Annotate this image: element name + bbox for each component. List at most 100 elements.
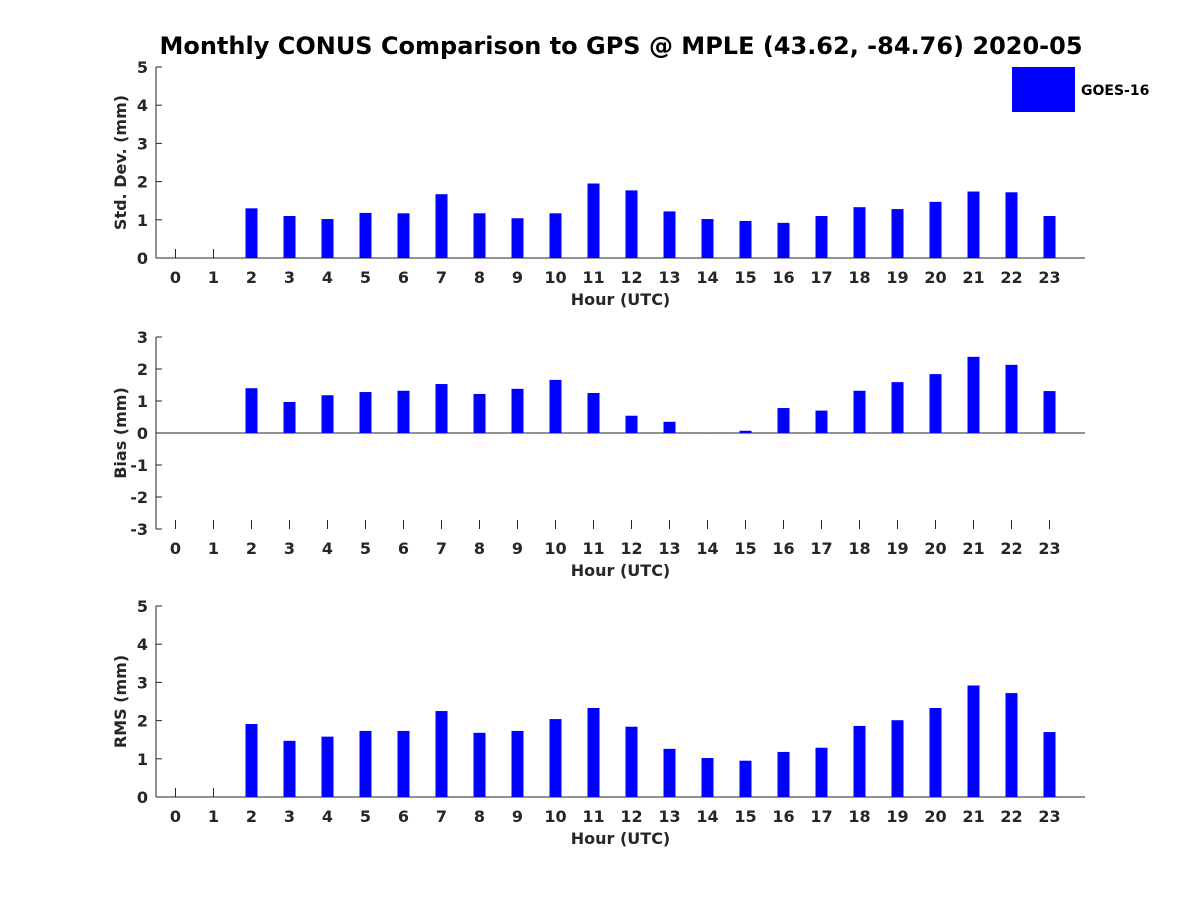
bias-bar-hour-10 <box>549 379 562 433</box>
rms-x-tick-label: 23 <box>1038 807 1060 826</box>
bias-x-tick-label: 12 <box>620 539 642 558</box>
std-dev-x-tick-label: 8 <box>474 268 485 287</box>
std-dev-bar-hour-7 <box>435 194 448 258</box>
std-dev-bar-hour-10 <box>549 213 562 258</box>
legend-swatch-goes-16 <box>1012 67 1075 112</box>
bias-x-tick-label: 4 <box>322 539 333 558</box>
std-dev-x-tick-label: 14 <box>696 268 718 287</box>
std-dev-x-tick-label: 3 <box>284 268 295 287</box>
std-dev-x-tick-label: 9 <box>512 268 523 287</box>
std-dev-y-tick-label: 5 <box>137 58 148 77</box>
rms-x-tick-label: 6 <box>398 807 409 826</box>
bias-bar-hour-8 <box>473 393 486 433</box>
rms-x-tick-label: 9 <box>512 807 523 826</box>
rms-y-tick-label: 2 <box>137 712 148 731</box>
std-dev-bar-hour-3 <box>283 215 296 258</box>
rms-x-tick-label: 5 <box>360 807 371 826</box>
rms-x-tick-label: 3 <box>284 807 295 826</box>
std-dev-bar-hour-4 <box>321 219 334 258</box>
bias-x-tick-label: 20 <box>924 539 946 558</box>
bias-y-tick-label: 1 <box>137 392 148 411</box>
rms-x-tick-label: 7 <box>436 807 447 826</box>
std-dev-bar-hour-17 <box>815 215 828 258</box>
rms-bar-hour-6 <box>397 730 410 797</box>
bias-x-tick-label: 23 <box>1038 539 1060 558</box>
bias-bar-hour-11 <box>587 393 600 433</box>
std-dev-bar-hour-9 <box>511 218 524 258</box>
chart-title: Monthly CONUS Comparison to GPS @ MPLE (… <box>159 32 1082 60</box>
rms-y-tick-label: 5 <box>137 597 148 616</box>
rms-bar-hour-23 <box>1043 732 1056 797</box>
bias-x-tick-label: 9 <box>512 539 523 558</box>
rms-bar-hour-8 <box>473 732 486 797</box>
rms-x-tick-label: 16 <box>772 807 794 826</box>
std-dev-x-tick-label: 21 <box>962 268 984 287</box>
bias-x-tick-label: 14 <box>696 539 718 558</box>
std-dev-x-tick-label: 4 <box>322 268 333 287</box>
bias-bar-hour-12 <box>625 415 638 433</box>
bias-bar-hour-6 <box>397 390 410 433</box>
bias-x-tick-label: 10 <box>544 539 566 558</box>
std-dev-bar-hour-23 <box>1043 215 1056 258</box>
rms-bar-hour-18 <box>853 725 866 797</box>
rms-x-tick-label: 10 <box>544 807 566 826</box>
bias-x-tick-label: 17 <box>810 539 832 558</box>
rms-x-tick-label: 8 <box>474 807 485 826</box>
std-dev-x-tick-label: 12 <box>620 268 642 287</box>
rms-bar-hour-12 <box>625 726 638 797</box>
bias-bar-hour-19 <box>891 382 904 433</box>
bias-bar-hour-4 <box>321 395 334 433</box>
std-dev-x-tick-label: 22 <box>1000 268 1022 287</box>
std-dev-bar-hour-21 <box>967 191 980 258</box>
rms-bar-hour-3 <box>283 740 296 797</box>
bias-bar-hour-13 <box>663 421 676 433</box>
bias-x-tick-label: 11 <box>582 539 604 558</box>
rms-bar-hour-21 <box>967 685 980 797</box>
rms-bar-hour-7 <box>435 711 448 797</box>
std-dev-y-tick-label: 1 <box>137 211 148 230</box>
bias-bar-hour-9 <box>511 388 524 433</box>
rms-x-tick-label: 17 <box>810 807 832 826</box>
std-dev-x-tick-label: 13 <box>658 268 680 287</box>
bias-bar-hour-21 <box>967 356 980 433</box>
bias-bar-hour-14 <box>701 433 714 434</box>
bias-bar-hour-16 <box>777 408 790 433</box>
rms-x-tick-label: 20 <box>924 807 946 826</box>
rms-bar-hour-10 <box>549 719 562 797</box>
bias-x-tick-label: 18 <box>848 539 870 558</box>
rms-x-tick-label: 4 <box>322 807 333 826</box>
bias-x-tick-label: 19 <box>886 539 908 558</box>
std-dev-bar-hour-19 <box>891 209 904 258</box>
bias-y-axis-label: Bias (mm) <box>111 387 130 479</box>
rms-y-tick-label: 3 <box>137 673 148 692</box>
bias-y-tick-label: 3 <box>137 328 148 347</box>
bias-y-tick-label: -3 <box>130 520 148 539</box>
rms-x-tick-label: 0 <box>170 807 181 826</box>
rms-bar-hour-11 <box>587 707 600 797</box>
bias-x-tick-label: 15 <box>734 539 756 558</box>
rms-x-axis-label: Hour (UTC) <box>571 829 671 848</box>
rms-bar-hour-14 <box>701 758 714 797</box>
std-dev-x-tick-label: 5 <box>360 268 371 287</box>
bias-bar-hour-15 <box>739 430 752 433</box>
std-dev-bar-hour-22 <box>1005 192 1018 258</box>
rms-y-tick-label: 1 <box>137 750 148 769</box>
rms-bar-hour-9 <box>511 730 524 797</box>
rms-bar-hour-13 <box>663 748 676 797</box>
std-dev-y-tick-label: 4 <box>137 96 148 115</box>
std-dev-x-tick-label: 20 <box>924 268 946 287</box>
bias-y-tick-label: -1 <box>130 456 148 475</box>
std-dev-bar-hour-8 <box>473 213 486 258</box>
rms-bar-hour-5 <box>359 730 372 797</box>
bias-bar-hour-22 <box>1005 364 1018 433</box>
std-dev-x-tick-label: 15 <box>734 268 756 287</box>
bias-y-tick-label: 0 <box>137 424 148 443</box>
std-dev-x-tick-label: 10 <box>544 268 566 287</box>
bias-x-tick-label: 2 <box>246 539 257 558</box>
bias-bar-hour-3 <box>283 401 296 433</box>
std-dev-bar-hour-20 <box>929 201 942 258</box>
std-dev-bar-hour-11 <box>587 183 600 258</box>
rms-x-tick-label: 19 <box>886 807 908 826</box>
